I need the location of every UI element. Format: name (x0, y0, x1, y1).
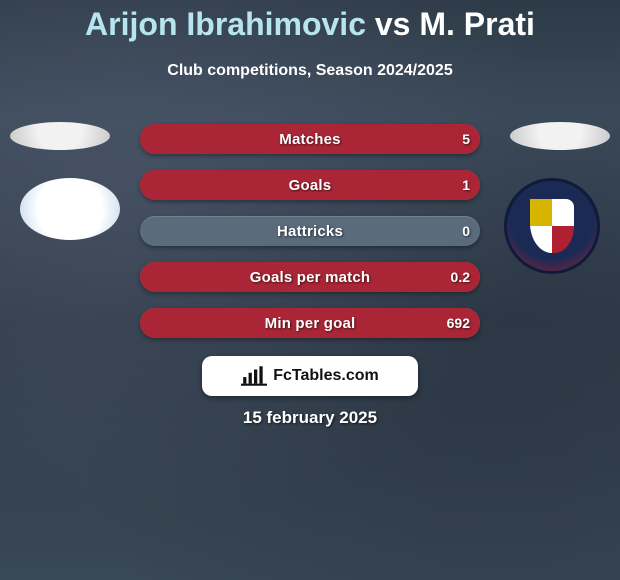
stat-row: Hattricks0 (140, 216, 480, 246)
stat-label: Hattricks (140, 216, 480, 246)
player2-avatar (510, 122, 610, 150)
stat-row: Matches5 (140, 124, 480, 154)
player1-club-crest (20, 178, 120, 240)
player2-name: M. Prati (419, 6, 535, 42)
stat-label: Goals (140, 170, 480, 200)
stat-value-right: 692 (447, 308, 470, 338)
player1-name: Arijon Ibrahimovic (85, 6, 366, 42)
stat-label: Min per goal (140, 308, 480, 338)
brand-pill[interactable]: FcTables.com (202, 356, 418, 396)
player2-club-crest (504, 178, 600, 274)
stat-value-right: 1 (462, 170, 470, 200)
title: Arijon Ibrahimovic vs M. Prati (0, 6, 620, 43)
stat-value-right: 0 (462, 216, 470, 246)
stat-value-right: 0.2 (451, 262, 470, 292)
brand-text: FcTables.com (273, 367, 379, 385)
stat-row: Min per goal692 (140, 308, 480, 338)
stat-row: Goals1 (140, 170, 480, 200)
stat-row: Goals per match0.2 (140, 262, 480, 292)
vs-text: vs (375, 6, 411, 42)
stat-label: Matches (140, 124, 480, 154)
player1-avatar (10, 122, 110, 150)
stat-label: Goals per match (140, 262, 480, 292)
date-text: 15 february 2025 (0, 408, 620, 428)
bar-chart-icon (241, 366, 267, 386)
stats-rows: Matches5Goals1Hattricks0Goals per match0… (140, 124, 480, 354)
subtitle: Club competitions, Season 2024/2025 (0, 62, 620, 80)
comparison-card: Arijon Ibrahimovic vs M. Prati Club comp… (0, 0, 620, 580)
cagliari-shield-icon (530, 199, 574, 253)
stat-value-right: 5 (462, 124, 470, 154)
